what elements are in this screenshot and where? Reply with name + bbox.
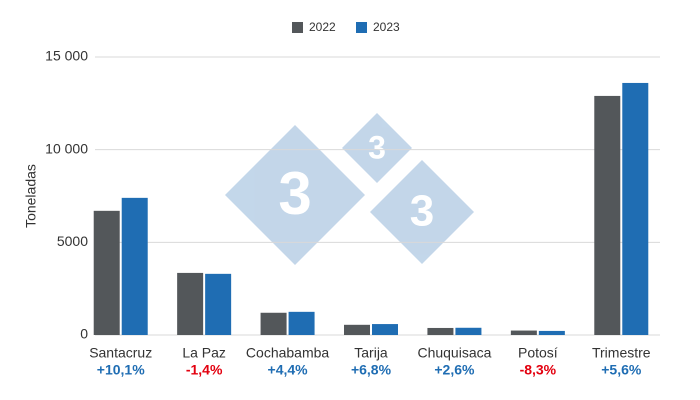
y-tick-label: 15 000 <box>45 48 88 64</box>
logo-diamond <box>342 113 412 183</box>
y-tick-label: 5000 <box>57 233 88 249</box>
change-label: +6,8% <box>351 362 392 378</box>
bar <box>177 272 204 335</box>
x-tick-label: La Paz <box>182 345 226 361</box>
bar <box>260 312 287 335</box>
change-label: +4,4% <box>268 362 309 378</box>
legend-swatch <box>356 22 367 33</box>
x-tick-label: Chuquisaca <box>417 345 491 361</box>
watermark-logo: 3 3 3 <box>225 113 474 265</box>
bar <box>594 95 621 335</box>
bar <box>288 311 315 335</box>
logo-diamond <box>225 125 365 265</box>
change-label: +2,6% <box>434 362 475 378</box>
y-tick-label: 10 000 <box>45 140 88 156</box>
x-tick-label: Tarija <box>354 345 388 361</box>
x-tick-label: Potosí <box>518 345 558 361</box>
bar <box>372 324 398 335</box>
bar <box>344 324 370 335</box>
legend: 2022 2023 <box>292 20 400 34</box>
x-tick-label: Trimestre <box>592 345 651 361</box>
logo-text: 3 <box>278 160 311 227</box>
bar <box>538 330 565 335</box>
logo-text: 3 <box>410 187 434 236</box>
legend-swatch <box>292 22 303 33</box>
y-tick-label: 0 <box>80 326 88 342</box>
change-label: +10,1% <box>97 362 145 378</box>
bar <box>622 82 649 336</box>
change-label: -1,4% <box>186 362 223 378</box>
bar <box>121 197 148 335</box>
bar <box>510 330 537 335</box>
bar <box>427 327 454 335</box>
plot: 0 5000 10 000 15 000 Santacruz+10,1% La Paz-1… <box>45 48 660 378</box>
legend-label: 2022 <box>309 20 336 34</box>
legend-label: 2023 <box>373 20 400 34</box>
logo-text: 3 <box>368 129 386 165</box>
logo-diamond <box>370 160 474 264</box>
change-label: +5,6% <box>601 362 642 378</box>
x-tick-label: Santacruz <box>89 345 152 361</box>
change-label: -8,3% <box>520 362 557 378</box>
x-tick-label: Cochabamba <box>246 345 329 361</box>
bar <box>455 327 482 335</box>
y-axis-label: Toneladas <box>23 164 39 228</box>
bar <box>93 210 120 335</box>
bar <box>205 273 232 335</box>
